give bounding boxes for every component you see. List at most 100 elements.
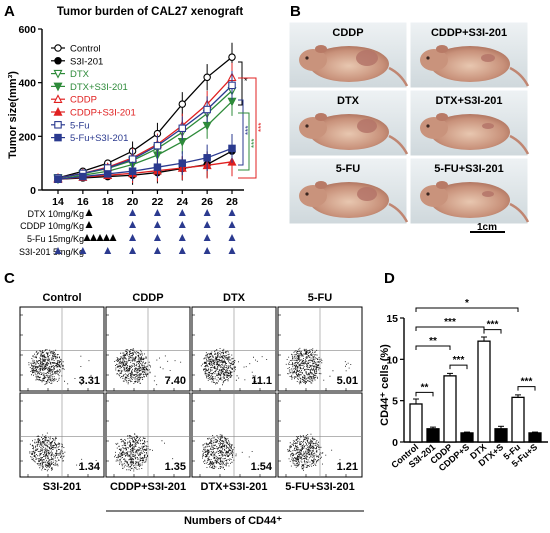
data-point: [202, 121, 212, 131]
line-chart-ticks: 0 200 400 600 14 16 18 20 22 24 26 28: [18, 24, 238, 208]
data-point: [53, 82, 63, 92]
mouse-ear: [315, 113, 327, 121]
data-point: [178, 100, 187, 108]
data-point: [128, 155, 137, 163]
mouse-head: [299, 117, 327, 139]
sig-bracket: [415, 345, 451, 350]
flow-plot: 5.01 5-FU: [277, 292, 363, 392]
legend-label: CDDP+S3I-201: [70, 108, 136, 119]
dose-marker: [104, 247, 112, 254]
dose-marker: [103, 234, 110, 241]
mouse-photo-grid: CDDP CDDP+S3I-201 DTX DTX+S3I-201 5-FU 5-FU+S…: [288, 21, 530, 225]
dose-marker: [79, 247, 87, 254]
x-tick-label: 18: [102, 196, 114, 208]
data-point: [53, 106, 63, 116]
mouse-tail: [509, 202, 530, 223]
line-chart-series: [53, 42, 237, 185]
bar-chart-significance: *****************: [415, 298, 536, 397]
dosing-schedule: DTX 10mg/Kg CDDP 10mg/Kg 5-Fu 15mg/Kg S3…: [19, 209, 84, 257]
photo-label: 5-FU+S3I-201: [434, 163, 503, 175]
plot-label: S3I-201: [43, 481, 82, 493]
dose-marker: [228, 209, 236, 216]
y-tick-label: 0: [392, 437, 398, 449]
flow-cytometry-grid: 3.31 Control 7.40 CDDP 11.1 DTX 5.01 5-FU 1.34 S3…: [19, 292, 363, 493]
flow-plot: 1.21 5-FU+S3I-201: [277, 392, 363, 493]
flow-plot: 3.31 Control: [19, 292, 105, 392]
flow-plot: 1.34 S3I-201: [19, 392, 105, 493]
sig-label: ***: [257, 123, 266, 132]
x-tick-label: 26: [201, 196, 213, 208]
mouse-tail: [388, 66, 409, 87]
sig-bracket: [449, 364, 468, 370]
dose-marker: [54, 247, 62, 254]
bar: [426, 428, 440, 443]
sig-bracket-control: [238, 61, 243, 106]
tumor: [357, 119, 377, 133]
data-point: [54, 133, 62, 142]
sig-bracket-cddp: [238, 77, 257, 179]
data-point: [178, 159, 187, 167]
panel-letter-a: A: [4, 3, 15, 20]
data-point: [153, 141, 162, 150]
legend-label: Control: [70, 44, 101, 55]
mouse-body: [430, 114, 510, 150]
sig-label: ***: [487, 320, 499, 331]
data-point: [228, 144, 236, 153]
bar-chart-ticks: 0 5 10 15: [386, 313, 404, 449]
legend-label: DTX: [70, 69, 90, 80]
mouse-ear: [315, 45, 327, 53]
mouse-ear: [436, 113, 448, 121]
legend-label: 5-Fu: [70, 120, 90, 131]
sig-bracket-5fu: [238, 99, 244, 166]
scale-bar-label: 1cm: [477, 222, 497, 233]
data-point: [79, 172, 87, 181]
mouse-photo: 5-FU+S3I-201: [409, 157, 530, 225]
dose-marker: [178, 234, 186, 241]
y-tick-label: 5: [392, 396, 398, 408]
panel-letter-b: B: [290, 3, 301, 20]
data-point: [203, 154, 211, 162]
sig-bracket: [483, 329, 502, 334]
flow-plot: 1.54 DTX+S3I-201: [191, 392, 277, 493]
scale-bar: 1cm: [470, 222, 505, 233]
series-line: [57, 100, 233, 180]
tumor: [482, 191, 494, 197]
tumor: [482, 123, 494, 129]
schedule-markers: [54, 209, 236, 254]
dose-marker: [228, 247, 236, 254]
mouse-photo: DTX+S3I-201: [409, 89, 530, 157]
x-tick-label: 24: [176, 196, 188, 208]
mouse-tail: [388, 134, 409, 155]
bar: [477, 340, 491, 443]
series-line: [57, 56, 233, 179]
bar: [443, 375, 457, 443]
mouse-photo: CDDP: [288, 21, 409, 89]
y-tick-label: 15: [386, 313, 398, 325]
dose-marker: [153, 234, 161, 241]
event-dots: [200, 348, 268, 386]
y-tick-label: 400: [18, 78, 36, 90]
photo-label: 5-FU: [336, 163, 361, 175]
y-tick-label: 0: [30, 185, 36, 197]
gate-percentage: 3.31: [79, 375, 100, 387]
legend-label: S3I-201: [70, 56, 103, 67]
mouse-photo: 5-FU: [288, 157, 409, 225]
x-tick-label: 20: [127, 196, 139, 208]
flow-plot: 7.40 CDDP: [105, 292, 191, 392]
dose-marker: [228, 234, 236, 241]
mouse-tail: [509, 134, 530, 155]
dose-marker: [83, 234, 91, 241]
sig-bracket: [517, 386, 536, 391]
flow-plot: 11.1 DTX: [191, 292, 277, 392]
series-line: [57, 147, 233, 180]
data-point: [203, 73, 211, 82]
data-point: [54, 175, 62, 184]
dose-marker: [203, 209, 211, 216]
dose-marker: [203, 234, 211, 241]
dose-marker: [153, 221, 161, 228]
sig-label: *: [465, 298, 469, 309]
gate-percentage: 5.01: [337, 375, 358, 387]
mouse-photo: CDDP+S3I-201: [409, 21, 530, 89]
